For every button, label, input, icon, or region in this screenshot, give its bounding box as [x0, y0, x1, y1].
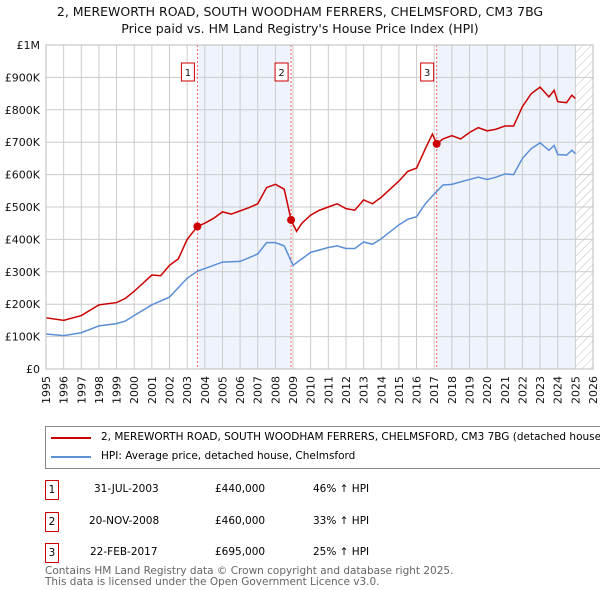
x-tick-label: 1996 — [58, 376, 71, 404]
legend-label: 2, MEREWORTH ROAD, SOUTH WOODHAM FERRERS… — [101, 431, 600, 443]
date: 22-FEB-2017 — [90, 546, 158, 558]
x-tick-label: 2014 — [375, 376, 388, 404]
footer-line: This data is licensed under the Open Gov… — [45, 576, 380, 588]
x-tick-label: 2021 — [499, 376, 512, 404]
x-tick-label: 2024 — [552, 376, 565, 404]
x-tick-label: 2025 — [569, 376, 582, 404]
x-tick-label: 2018 — [446, 376, 459, 404]
series-line — [45, 141, 576, 337]
x-tick-label: 2009 — [287, 376, 300, 404]
marker-badge: 1 — [45, 480, 59, 500]
sale-marker-box — [180, 62, 195, 82]
price-chart: 1995 1996 1997 1998 1999 2000 2001 2002 2003 2004… — [5, 39, 600, 404]
x-tick-label: 2007 — [252, 376, 265, 404]
sale-marker-number: 2 — [278, 68, 284, 79]
legend-item-property: 2, MEREWORTH ROAD, SOUTH WOODHAM FERRERS… — [51, 431, 600, 444]
price: £440,000 — [215, 483, 266, 495]
x-tick-label: 2017 — [428, 376, 441, 404]
x-tick-label: 2010 — [305, 376, 318, 404]
sale-point — [193, 222, 202, 231]
sale-point — [432, 139, 441, 148]
x-tick-label: 2002 — [164, 376, 177, 404]
price: £460,000 — [215, 515, 266, 527]
x-tick-label: 2023 — [534, 376, 547, 404]
y-tick-label: £0 — [26, 363, 40, 376]
x-tick-label: 2022 — [516, 376, 529, 404]
x-tick-label: 2000 — [128, 376, 141, 404]
x-tick-label: 2005 — [216, 376, 229, 404]
y-tick-label: £800K — [5, 104, 41, 117]
x-tick-label: 2006 — [234, 376, 247, 404]
legend-swatch-blue — [51, 455, 91, 458]
y-tick-label: £600K — [5, 169, 41, 182]
hpi-change: 33% ↑ HPI — [313, 515, 370, 527]
x-tick-label: 2013 — [358, 376, 371, 404]
y-tick-label: £200K — [5, 298, 41, 311]
price: £695,000 — [215, 546, 266, 558]
marker-badge: 3 — [45, 543, 59, 563]
y-tick-label: £400K — [5, 233, 41, 246]
legend: 2, MEREWORTH ROAD, SOUTH WOODHAM FERRERS… — [45, 426, 600, 469]
chart-subtitle: Price paid vs. HM Land Registry's House … — [121, 21, 479, 36]
x-tick-label: 2026 — [587, 376, 600, 404]
legend-swatch-red — [51, 436, 91, 439]
date: 31-JUL-2003 — [94, 483, 159, 495]
x-tick-label: 2019 — [463, 376, 476, 404]
x-tick-label: 1995 — [40, 376, 53, 404]
y-tick-label: £500K — [5, 201, 41, 214]
x-tick-label: 1998 — [93, 376, 106, 404]
footer: Contains HM Land Registry data © Crown c… — [45, 566, 453, 588]
x-tick-label: 1997 — [75, 376, 88, 404]
plot-frame — [45, 44, 594, 370]
sale-marker-number: 1 — [185, 68, 191, 79]
series-line — [45, 86, 576, 322]
x-tick-label: 2004 — [199, 376, 212, 404]
y-tick-label: £100K — [5, 331, 41, 344]
x-tick-label: 2001 — [146, 376, 159, 404]
sale-marker-box — [420, 62, 435, 82]
y-tick-label: £300K — [5, 266, 41, 279]
hpi-change: 46% ↑ HPI — [313, 483, 370, 495]
footer-line: Contains HM Land Registry data © Crown c… — [45, 565, 454, 577]
x-tick-label: 2016 — [411, 376, 424, 404]
x-tick-label: 2012 — [340, 376, 353, 404]
x-tick-label: 1999 — [111, 376, 124, 404]
y-tick-label: £1M — [17, 39, 41, 52]
sale-marker-number: 3 — [424, 68, 430, 79]
sale-point — [287, 215, 296, 224]
legend-label: HPI: Average price, detached house, Chel… — [101, 450, 356, 462]
y-tick-label: £700K — [5, 136, 41, 149]
chart-title: 2, MEREWORTH ROAD, SOUTH WOODHAM FERRERS… — [56, 4, 544, 19]
x-tick-label: 2011 — [322, 376, 335, 404]
y-tick-label: £900K — [5, 71, 41, 84]
x-tick-label: 2020 — [481, 376, 494, 404]
date: 20-NOV-2008 — [89, 515, 160, 527]
marker-badge: 2 — [45, 512, 59, 532]
legend-item-hpi: HPI: Average price, detached house, Chel… — [51, 450, 355, 463]
sale-marker-box — [274, 62, 289, 82]
x-tick-label: 2008 — [269, 376, 282, 404]
hpi-change: 25% ↑ HPI — [313, 546, 370, 558]
x-tick-label: 2003 — [181, 376, 194, 404]
x-tick-label: 2015 — [393, 376, 406, 404]
